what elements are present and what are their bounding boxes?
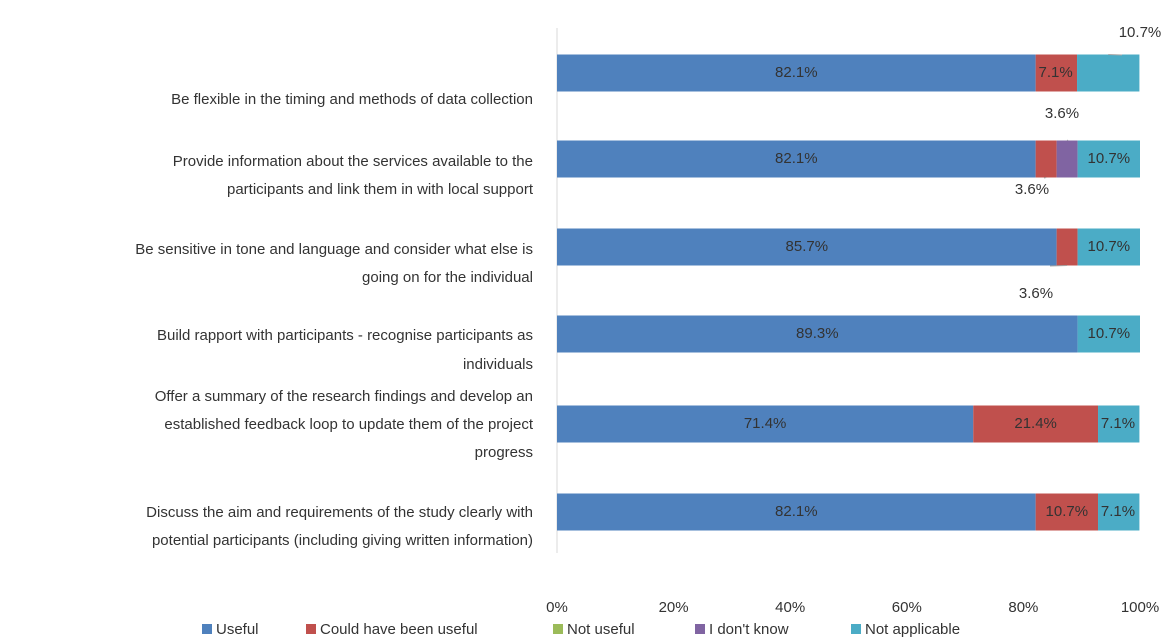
leader-line [1066, 139, 1069, 141]
bar-segment [1077, 228, 1140, 266]
legend-swatch [695, 624, 705, 634]
data-label: 82.1% [775, 150, 818, 167]
bar-segment [557, 54, 1036, 92]
data-label: 3.6% [1045, 105, 1079, 122]
data-label: 10.7% [1119, 24, 1162, 41]
legend-label: Not useful [567, 621, 635, 638]
legend-swatch [553, 624, 563, 634]
legend-swatch [306, 624, 316, 634]
data-label: 89.3% [796, 325, 839, 342]
leader-line [1049, 265, 1068, 267]
bar-segment [1077, 140, 1140, 178]
bar-segment [1035, 493, 1099, 531]
legend-swatch [851, 624, 861, 634]
x-tick-label: 60% [892, 599, 922, 616]
category-label: participants and link them in with local… [227, 181, 534, 198]
category-label: Be flexible in the timing and methods of… [171, 91, 533, 108]
data-label: 7.1% [1101, 503, 1135, 520]
bar-segment [557, 315, 1078, 353]
bar-segment [1056, 140, 1078, 178]
category-label: Provide information about the services a… [173, 153, 533, 170]
legend-swatch [202, 624, 212, 634]
category-label: Build rapport with participants - recogn… [157, 327, 533, 344]
x-tick-label: 40% [775, 599, 805, 616]
legend-label: Not applicable [865, 621, 960, 638]
leader-line [1108, 54, 1123, 56]
data-label: 21.4% [1014, 415, 1057, 432]
leader-line [1043, 177, 1047, 179]
legend-label: I don't know [709, 621, 789, 638]
data-label: 71.4% [744, 415, 787, 432]
bar-segment [557, 140, 1036, 178]
bar-segment [557, 228, 1057, 266]
category-label: progress [475, 444, 533, 461]
category-label: going on for the individual [362, 269, 533, 286]
bar-segment [1077, 315, 1140, 353]
bar-segment [557, 405, 974, 443]
bar-segment [973, 405, 1099, 443]
data-label: 3.6% [1019, 285, 1053, 302]
data-label: 85.7% [786, 238, 829, 255]
bar-segment [557, 493, 1036, 531]
data-label: 10.7% [1088, 150, 1131, 167]
x-tick-label: 0% [546, 599, 568, 616]
data-label: 10.7% [1088, 238, 1131, 255]
data-label: 7.1% [1101, 415, 1135, 432]
legend-label: Useful [216, 621, 259, 638]
bar-segment [1035, 54, 1078, 92]
data-label: 82.1% [775, 503, 818, 520]
x-tick-label: 20% [659, 599, 689, 616]
data-label: 7.1% [1039, 64, 1073, 81]
data-label: 82.1% [775, 64, 818, 81]
category-label: individuals [463, 356, 533, 373]
data-label: 10.7% [1046, 503, 1089, 520]
bar-segment [1098, 405, 1140, 443]
category-label: Offer a summary of the research findings… [155, 388, 533, 405]
data-label: 10.7% [1088, 325, 1131, 342]
bar-segment [1035, 140, 1057, 178]
bar-segment [1098, 493, 1140, 531]
category-label: Discuss the aim and requirements of the … [146, 504, 533, 521]
bar-segment [1077, 54, 1140, 92]
category-label: potential participants (including giving… [152, 532, 533, 549]
data-label: 3.6% [1015, 181, 1049, 198]
category-label: Be sensitive in tone and language and co… [135, 241, 533, 258]
x-tick-label: 100% [1121, 599, 1159, 616]
x-tick-label: 80% [1008, 599, 1038, 616]
legend-label: Could have been useful [320, 621, 478, 638]
category-label: established feedback loop to update them… [164, 416, 533, 433]
bar-segment [1056, 228, 1078, 266]
